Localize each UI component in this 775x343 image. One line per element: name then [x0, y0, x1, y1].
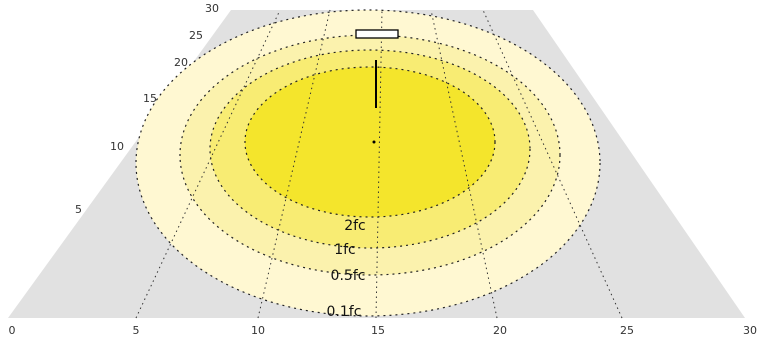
- x-tick-25: 25: [620, 324, 634, 337]
- x-tick-15: 15: [371, 324, 385, 337]
- y-tick-30: 30: [205, 2, 219, 15]
- contour-2fc-fill: [245, 67, 495, 217]
- x-tick-10: 10: [251, 324, 265, 337]
- fixture: [355, 29, 399, 144]
- x-tick-20: 20: [493, 324, 507, 337]
- x-tick-30: 30: [743, 324, 757, 337]
- y-tick-15: 15: [143, 92, 157, 105]
- y-tick-25: 25: [189, 29, 203, 42]
- contour-0-1fc-line: [135, 9, 601, 317]
- x-axis-ticks: 0 5 10 15 20 25 30: [9, 324, 758, 337]
- contour-fills: [136, 10, 600, 316]
- x-tick-0: 0: [9, 324, 16, 337]
- contour-1fc-line: [209, 49, 531, 249]
- y-tick-10: 10: [110, 140, 124, 153]
- y-axis-ticks: 5 10 15 20 25 30: [75, 2, 219, 216]
- grid-lines: [135, 9, 623, 319]
- contour-label-0-1fc: 0.1fc: [327, 304, 362, 320]
- y-tick-20: 20: [174, 56, 188, 69]
- grid-line-15: [375, 9, 383, 319]
- fixture-head-icon: [355, 29, 399, 39]
- contour-label-1fc: 1fc: [334, 242, 356, 258]
- y-tick-5: 5: [75, 203, 82, 216]
- x-tick-5: 5: [133, 324, 140, 337]
- grid-line-5: [135, 9, 281, 319]
- grid-line-25: [482, 9, 623, 319]
- contour-label-0-5fc: 0.5fc: [331, 268, 366, 284]
- pole-base-dot: [372, 140, 376, 144]
- contour-label-2fc: 2fc: [344, 218, 366, 234]
- contour-labels: 2fc 1fc 0.5fc 0.1fc: [327, 218, 366, 320]
- contour-2fc-line: [244, 66, 496, 218]
